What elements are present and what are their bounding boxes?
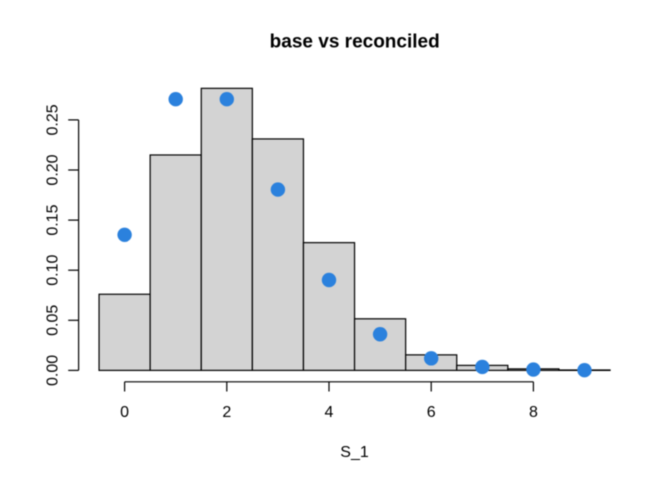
svg-text:S_1: S_1: [340, 444, 369, 461]
svg-text:0.20: 0.20: [45, 154, 62, 185]
svg-text:4: 4: [325, 404, 334, 421]
svg-text:0: 0: [120, 404, 129, 421]
svg-text:0.05: 0.05: [45, 305, 62, 336]
svg-text:8: 8: [529, 404, 538, 421]
svg-text:0.25: 0.25: [45, 104, 62, 135]
svg-text:0.10: 0.10: [45, 255, 62, 286]
svg-text:0.15: 0.15: [45, 204, 62, 235]
svg-text:6: 6: [427, 404, 436, 421]
svg-text:0.00: 0.00: [45, 355, 62, 386]
svg-text:base vs reconciled: base vs reconciled: [270, 31, 440, 52]
svg-text:2: 2: [222, 404, 231, 421]
